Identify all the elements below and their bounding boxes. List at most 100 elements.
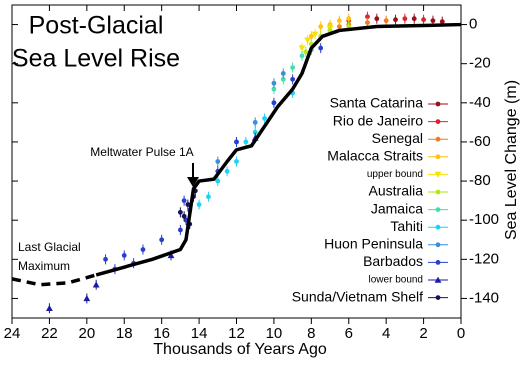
data-point xyxy=(224,168,230,174)
data-point xyxy=(121,253,127,258)
y-axis-label: Sea Level Change (m) xyxy=(503,80,520,240)
data-point xyxy=(215,159,221,164)
x-tick-label: 20 xyxy=(78,325,95,342)
data-point xyxy=(196,202,202,207)
data-point xyxy=(421,17,426,23)
data-point xyxy=(181,213,187,219)
y-tick-label: -100 xyxy=(469,211,499,228)
data-point xyxy=(83,295,91,302)
data-point xyxy=(159,237,165,243)
data-point xyxy=(252,129,258,135)
data-point xyxy=(167,252,175,259)
legend-label: Barbados xyxy=(363,253,423,269)
legend-label: Malacca Straits xyxy=(327,148,423,164)
data-point xyxy=(271,86,277,92)
data-point xyxy=(271,100,277,106)
x-tick-label: 18 xyxy=(116,325,133,342)
annotation: Maximum xyxy=(18,259,70,273)
x-tick-label: 22 xyxy=(41,325,58,342)
data-point xyxy=(298,45,306,52)
legend-marker xyxy=(435,224,441,230)
data-point xyxy=(365,20,370,26)
data-point xyxy=(181,198,187,204)
annotation: Meltwater Pulse 1A xyxy=(90,145,193,159)
y-tick-label: 0 xyxy=(469,16,477,33)
data-point xyxy=(46,304,53,311)
data-point xyxy=(290,65,296,70)
data-point xyxy=(252,119,258,125)
legend-marker xyxy=(435,242,441,248)
data-point xyxy=(140,247,146,252)
x-axis-label: Thousands of Years Ago xyxy=(153,341,327,358)
x-tick-label: 14 xyxy=(191,325,208,342)
data-point xyxy=(215,178,221,184)
chart-title: Post-Glacial xyxy=(29,12,164,40)
x-tick-label: 6 xyxy=(345,325,353,342)
data-point xyxy=(185,202,191,207)
data-point xyxy=(365,14,370,20)
x-tick-label: 8 xyxy=(307,325,315,342)
legend-label: Sunda/Vietnam Shelf xyxy=(292,288,423,304)
annotation: Last Glacial xyxy=(18,240,81,254)
x-tick-label: 24 xyxy=(4,325,21,342)
data-point xyxy=(206,194,211,200)
data-point xyxy=(346,16,352,22)
x-tick-label: 12 xyxy=(228,325,245,342)
legend-label: Rio de Janeiro xyxy=(333,112,423,128)
fit-line xyxy=(11,273,97,287)
data-point xyxy=(234,139,239,145)
legend-label: lower bound xyxy=(369,275,423,286)
x-tick-label: 10 xyxy=(266,325,283,342)
legend-label: Australia xyxy=(369,183,424,199)
legend-label: Senegal xyxy=(372,130,423,146)
y-tick-label: -140 xyxy=(469,289,499,306)
data-point xyxy=(177,209,183,215)
data-point xyxy=(393,17,398,23)
data-point xyxy=(374,16,380,22)
annotation-arrow xyxy=(187,177,199,187)
data-point xyxy=(318,45,324,51)
data-point xyxy=(439,19,445,25)
legend-marker xyxy=(435,119,441,124)
data-point xyxy=(290,76,296,82)
data-point xyxy=(262,116,267,121)
y-tick-label: -120 xyxy=(469,250,499,267)
data-point xyxy=(271,80,277,86)
data-point xyxy=(336,24,342,29)
data-point xyxy=(243,139,249,145)
x-tick-label: 16 xyxy=(153,325,170,342)
data-point xyxy=(402,16,408,22)
data-point xyxy=(103,256,108,262)
legend-marker xyxy=(435,154,441,160)
legend-label: Huon Peninsula xyxy=(324,236,423,252)
data-point xyxy=(280,71,286,76)
fit-line xyxy=(95,22,462,277)
y-tick-label: -80 xyxy=(469,172,491,189)
data-point xyxy=(430,18,436,24)
x-tick-label: 0 xyxy=(457,325,465,342)
data-point xyxy=(318,24,324,29)
legend-marker xyxy=(435,260,441,265)
legend-marker xyxy=(435,101,441,107)
legend-label: Santa Catarina xyxy=(330,95,424,111)
data-point xyxy=(234,159,239,164)
y-tick-label: -60 xyxy=(469,133,491,150)
x-tick-label: 4 xyxy=(382,325,390,342)
data-point xyxy=(303,49,309,55)
legend-marker xyxy=(435,136,441,142)
legend-marker xyxy=(435,189,441,195)
y-tick-label: -40 xyxy=(469,94,491,111)
data-point xyxy=(336,18,342,24)
x-tick-label: 2 xyxy=(419,325,427,342)
data-point xyxy=(92,281,100,288)
data-point xyxy=(177,227,183,233)
legend-marker xyxy=(434,276,442,283)
data-point xyxy=(383,18,389,24)
data-point xyxy=(311,31,319,38)
legend-marker xyxy=(434,171,442,178)
legend-label: Jamaica xyxy=(371,200,423,216)
data-point xyxy=(280,76,286,82)
data-point xyxy=(411,16,417,22)
legend-label: upper bound xyxy=(367,169,423,180)
